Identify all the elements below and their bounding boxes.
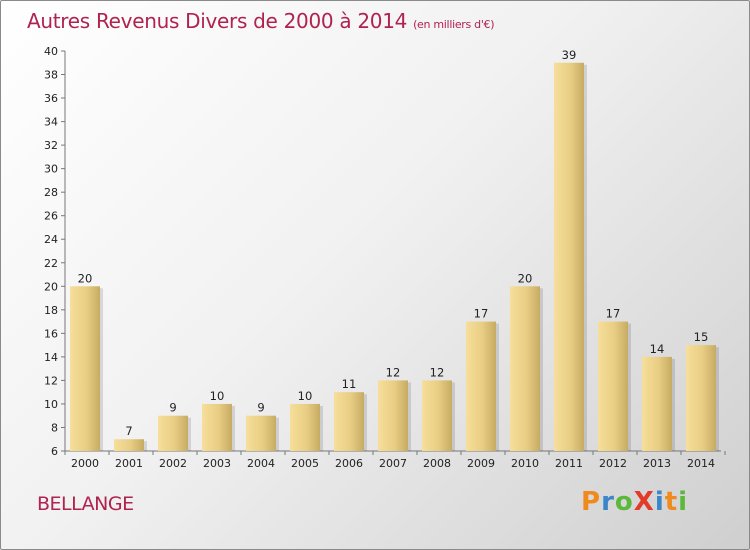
bar <box>378 380 408 451</box>
bar-value-label: 10 <box>210 389 225 403</box>
y-tick-label: 36 <box>44 92 58 105</box>
y-tick-label: 20 <box>44 280 58 293</box>
bar <box>642 356 672 451</box>
bar-value-label: 11 <box>342 377 357 391</box>
bar-value-label: 15 <box>694 330 709 344</box>
x-tick-label: 2011 <box>555 457 583 470</box>
bar-value-label: 9 <box>257 401 264 415</box>
bar <box>334 392 364 451</box>
y-tick-label: 24 <box>44 233 58 246</box>
x-tick-label: 2000 <box>71 457 99 470</box>
bar <box>598 321 628 451</box>
y-tick-label: 32 <box>44 139 58 152</box>
bar-value-label: 12 <box>430 365 445 379</box>
x-tick-label: 2006 <box>335 457 363 470</box>
x-tick-label: 2005 <box>291 457 319 470</box>
bar-value-label: 9 <box>169 401 176 415</box>
bar-value-label: 10 <box>298 389 313 403</box>
y-tick-label: 12 <box>44 374 58 387</box>
bar <box>554 62 584 451</box>
bar-value-label: 39 <box>562 48 577 62</box>
bar-value-label: 20 <box>78 271 93 285</box>
bar <box>686 345 716 451</box>
y-tick-label: 16 <box>44 327 58 340</box>
y-tick-label: 28 <box>44 186 58 199</box>
bar-value-label: 17 <box>474 307 489 321</box>
x-tick-label: 2014 <box>687 457 715 470</box>
bar <box>246 415 276 451</box>
bar <box>114 439 144 451</box>
y-tick-label: 30 <box>44 163 58 176</box>
bar-value-label: 7 <box>125 424 132 438</box>
x-tick-label: 2008 <box>423 457 451 470</box>
bar <box>422 380 452 451</box>
x-tick-label: 2002 <box>159 457 187 470</box>
y-tick-label: 8 <box>51 421 58 434</box>
bar <box>70 286 100 451</box>
bar <box>290 403 320 451</box>
bar <box>510 286 540 451</box>
chart-subtitle: (en milliers d'€) <box>413 18 495 31</box>
y-tick-label: 18 <box>44 304 58 317</box>
y-tick-label: 10 <box>44 398 58 411</box>
location-label: BELLANGE <box>37 493 134 515</box>
bar <box>466 321 496 451</box>
x-tick-label: 2007 <box>379 457 407 470</box>
y-tick-label: 40 <box>44 45 58 58</box>
x-tick-label: 2013 <box>643 457 671 470</box>
x-tick-label: 2010 <box>511 457 539 470</box>
y-tick-label: 38 <box>44 69 58 82</box>
chart-title: Autres Revenus Divers de 2000 à 2014 (en … <box>27 9 495 33</box>
x-tick-label: 2004 <box>247 457 275 470</box>
y-tick-label: 6 <box>51 445 58 458</box>
bar <box>202 403 232 451</box>
proxiti-logo: ProXiti <box>581 487 689 517</box>
bar-value-label: 17 <box>606 307 621 321</box>
bar-value-label: 14 <box>650 342 665 356</box>
bar-value-label: 12 <box>386 365 401 379</box>
x-tick-label: 2001 <box>115 457 143 470</box>
x-tick-label: 2012 <box>599 457 627 470</box>
bar-value-label: 20 <box>518 271 533 285</box>
y-tick-label: 26 <box>44 210 58 223</box>
x-tick-label: 2003 <box>203 457 231 470</box>
chart-title-text: Autres Revenus Divers de 2000 à 2014 <box>27 9 408 33</box>
y-tick-label: 34 <box>44 116 58 129</box>
x-tick-label: 2009 <box>467 457 495 470</box>
y-tick-label: 22 <box>44 257 58 270</box>
bar <box>158 415 188 451</box>
y-tick-label: 14 <box>44 351 58 364</box>
